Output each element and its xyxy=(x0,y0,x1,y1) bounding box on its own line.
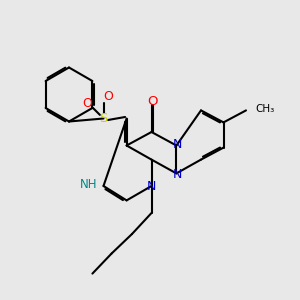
Text: CH₃: CH₃ xyxy=(255,104,274,114)
Text: N: N xyxy=(147,180,156,193)
Text: O: O xyxy=(82,97,92,110)
Text: N: N xyxy=(173,168,183,182)
Text: S: S xyxy=(99,112,108,125)
Text: O: O xyxy=(147,95,157,108)
Text: N: N xyxy=(173,137,183,151)
Text: O: O xyxy=(103,89,113,103)
Text: NH: NH xyxy=(80,178,97,191)
